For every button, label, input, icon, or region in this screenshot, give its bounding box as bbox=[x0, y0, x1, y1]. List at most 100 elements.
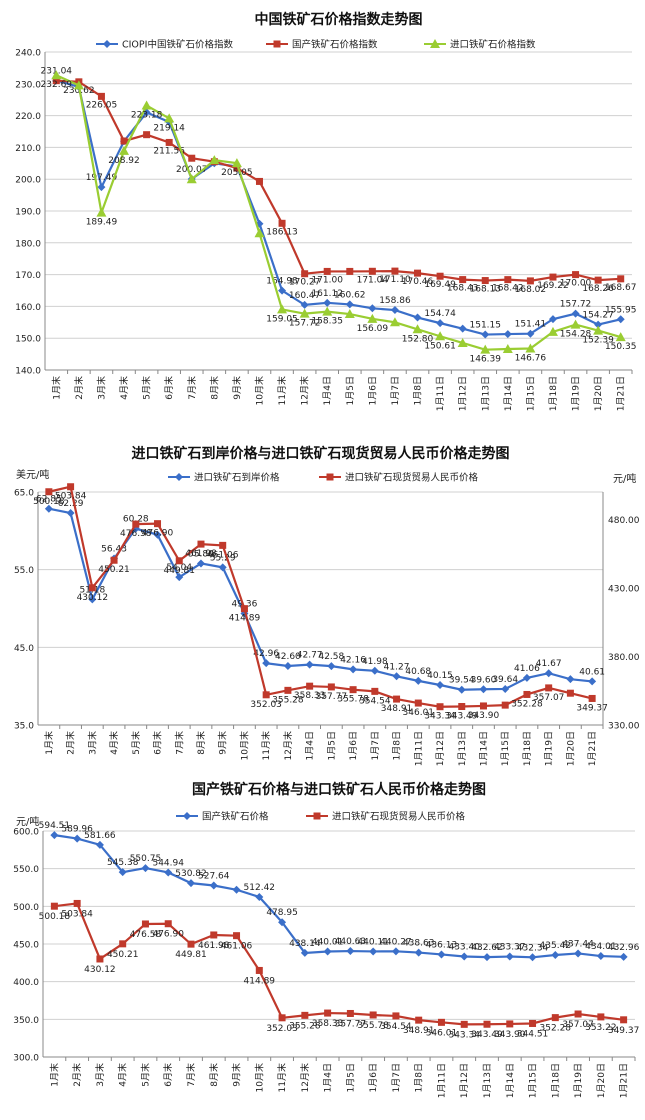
data-label: 544.94 bbox=[152, 858, 184, 868]
chart-2: 进口铁矿石到岸价格与进口铁矿石现货贸易人民币价格走势图 35.0 45.0 55.0 6… bbox=[14, 445, 640, 766]
legend-label: 国产铁矿石价格指数 bbox=[292, 39, 378, 51]
data-label: 434.01 bbox=[585, 942, 617, 952]
data-label: 154.74 bbox=[424, 309, 456, 319]
data-point bbox=[481, 330, 490, 339]
data-point bbox=[197, 540, 205, 548]
legend-entry: 进口铁矿石现货贸易人民币价格 bbox=[319, 472, 479, 484]
data-label: 357.07 bbox=[562, 1020, 594, 1030]
x-tick-label: 9月末 bbox=[231, 376, 243, 400]
data-point bbox=[50, 902, 58, 910]
data-label: 354.54 bbox=[380, 1022, 412, 1032]
data-point bbox=[479, 685, 488, 694]
data-point bbox=[278, 219, 286, 227]
data-point bbox=[283, 661, 292, 670]
data-point bbox=[436, 681, 445, 690]
data-point bbox=[371, 687, 379, 695]
legend-icon-marker bbox=[103, 40, 111, 48]
x-tick-label: 1月8日 bbox=[392, 731, 403, 760]
data-label: 39.60 bbox=[471, 675, 497, 685]
data-point bbox=[588, 677, 597, 686]
data-point bbox=[73, 834, 82, 843]
y-right-tick-label: 380.00 bbox=[608, 653, 640, 663]
data-label: 171.10 bbox=[379, 275, 411, 285]
data-label: 343.90 bbox=[468, 711, 500, 721]
data-point bbox=[458, 324, 467, 333]
y-tick-label: 300.0 bbox=[13, 1054, 39, 1064]
data-label: 171.04 bbox=[357, 275, 389, 285]
data-label: 589.96 bbox=[61, 825, 93, 835]
x-tick-label: 1月5日 bbox=[345, 1063, 356, 1092]
data-point bbox=[529, 1019, 537, 1027]
data-label: 42.16 bbox=[340, 655, 366, 665]
data-label: 60.28 bbox=[123, 515, 149, 525]
data-point bbox=[277, 304, 288, 314]
data-point bbox=[368, 267, 376, 275]
data-point bbox=[415, 1016, 423, 1024]
legend-entry: 进口铁矿石价格指数 bbox=[424, 39, 536, 51]
x-tick-label: 1月8日 bbox=[414, 1063, 425, 1092]
data-label: 168.43 bbox=[447, 284, 479, 294]
legend-entry: CIOPI中国铁矿石价格指数 bbox=[96, 39, 233, 51]
data-label: 500.18 bbox=[33, 497, 65, 507]
data-point bbox=[95, 840, 104, 849]
data-point bbox=[522, 673, 531, 682]
x-tick-label: 8月末 bbox=[208, 376, 220, 400]
x-tick-label: 3月末 bbox=[94, 1063, 106, 1087]
data-point bbox=[620, 1016, 628, 1024]
data-label: 440.63 bbox=[335, 937, 367, 947]
legend-label: 进口铁矿石现货贸易人民币价格 bbox=[345, 472, 479, 484]
data-point bbox=[597, 1013, 605, 1021]
data-label: 461.98 bbox=[185, 549, 217, 559]
legend-label: 国产铁矿石价格 bbox=[202, 811, 269, 823]
data-point bbox=[391, 267, 399, 275]
x-tick-label: 9月末 bbox=[217, 731, 229, 755]
data-point bbox=[88, 595, 97, 604]
data-label: 152.80 bbox=[402, 334, 434, 344]
data-label: 42.96 bbox=[253, 649, 279, 659]
x-tick-label: 1月13日 bbox=[480, 376, 491, 411]
data-point bbox=[278, 1014, 286, 1022]
x-tick-label: 2月末 bbox=[65, 731, 77, 755]
data-label: 189.49 bbox=[86, 218, 118, 228]
y-tick-label: 190.0 bbox=[15, 208, 41, 218]
x-tick-label: 1月21日 bbox=[616, 376, 627, 411]
x-tick-label: 6月末 bbox=[163, 376, 175, 400]
data-label: 352.28 bbox=[511, 699, 543, 709]
x-tick-label: 7月末 bbox=[186, 376, 198, 400]
data-label: 154.27 bbox=[582, 311, 614, 321]
data-point bbox=[617, 275, 625, 283]
data-point bbox=[132, 520, 140, 528]
x-tick-label: 3月末 bbox=[86, 731, 98, 755]
x-tick-label: 1月6日 bbox=[368, 1063, 379, 1092]
data-label: 219.14 bbox=[153, 123, 185, 133]
data-point bbox=[119, 940, 127, 948]
series-line bbox=[56, 79, 621, 283]
data-label: 352.28 bbox=[540, 1024, 572, 1034]
data-point bbox=[506, 1020, 514, 1028]
data-point bbox=[96, 955, 104, 963]
chart-title: 中国铁矿石价格指数走势图 bbox=[255, 11, 423, 28]
data-label: 211.56 bbox=[153, 146, 185, 156]
data-label: 155.95 bbox=[605, 305, 637, 315]
series-3: 232.69 189.49 208.92 223.18 219.14 205.05 159.… bbox=[41, 70, 636, 365]
data-point bbox=[528, 953, 537, 962]
legend-entry: 进口铁矿石现货贸易人民币价格 bbox=[306, 811, 466, 823]
data-label: 512.42 bbox=[244, 883, 276, 893]
data-label: 438.63 bbox=[403, 939, 435, 949]
data-label: 352.03 bbox=[250, 700, 282, 710]
y-tick-label: 35.0 bbox=[14, 722, 34, 732]
data-label: 461.98 bbox=[198, 941, 230, 951]
x-tick-label: 1月末 bbox=[48, 1063, 60, 1087]
data-point bbox=[501, 684, 510, 693]
data-point bbox=[392, 1012, 400, 1020]
data-point bbox=[327, 683, 335, 691]
data-point bbox=[457, 337, 468, 347]
data-label: 358.33 bbox=[294, 691, 326, 701]
data-point bbox=[73, 899, 81, 907]
data-point bbox=[483, 953, 491, 962]
data-label: 349.37 bbox=[576, 703, 608, 713]
data-point bbox=[346, 947, 355, 956]
data-label: 161.12 bbox=[311, 289, 343, 299]
data-label: 357.07 bbox=[533, 693, 565, 703]
